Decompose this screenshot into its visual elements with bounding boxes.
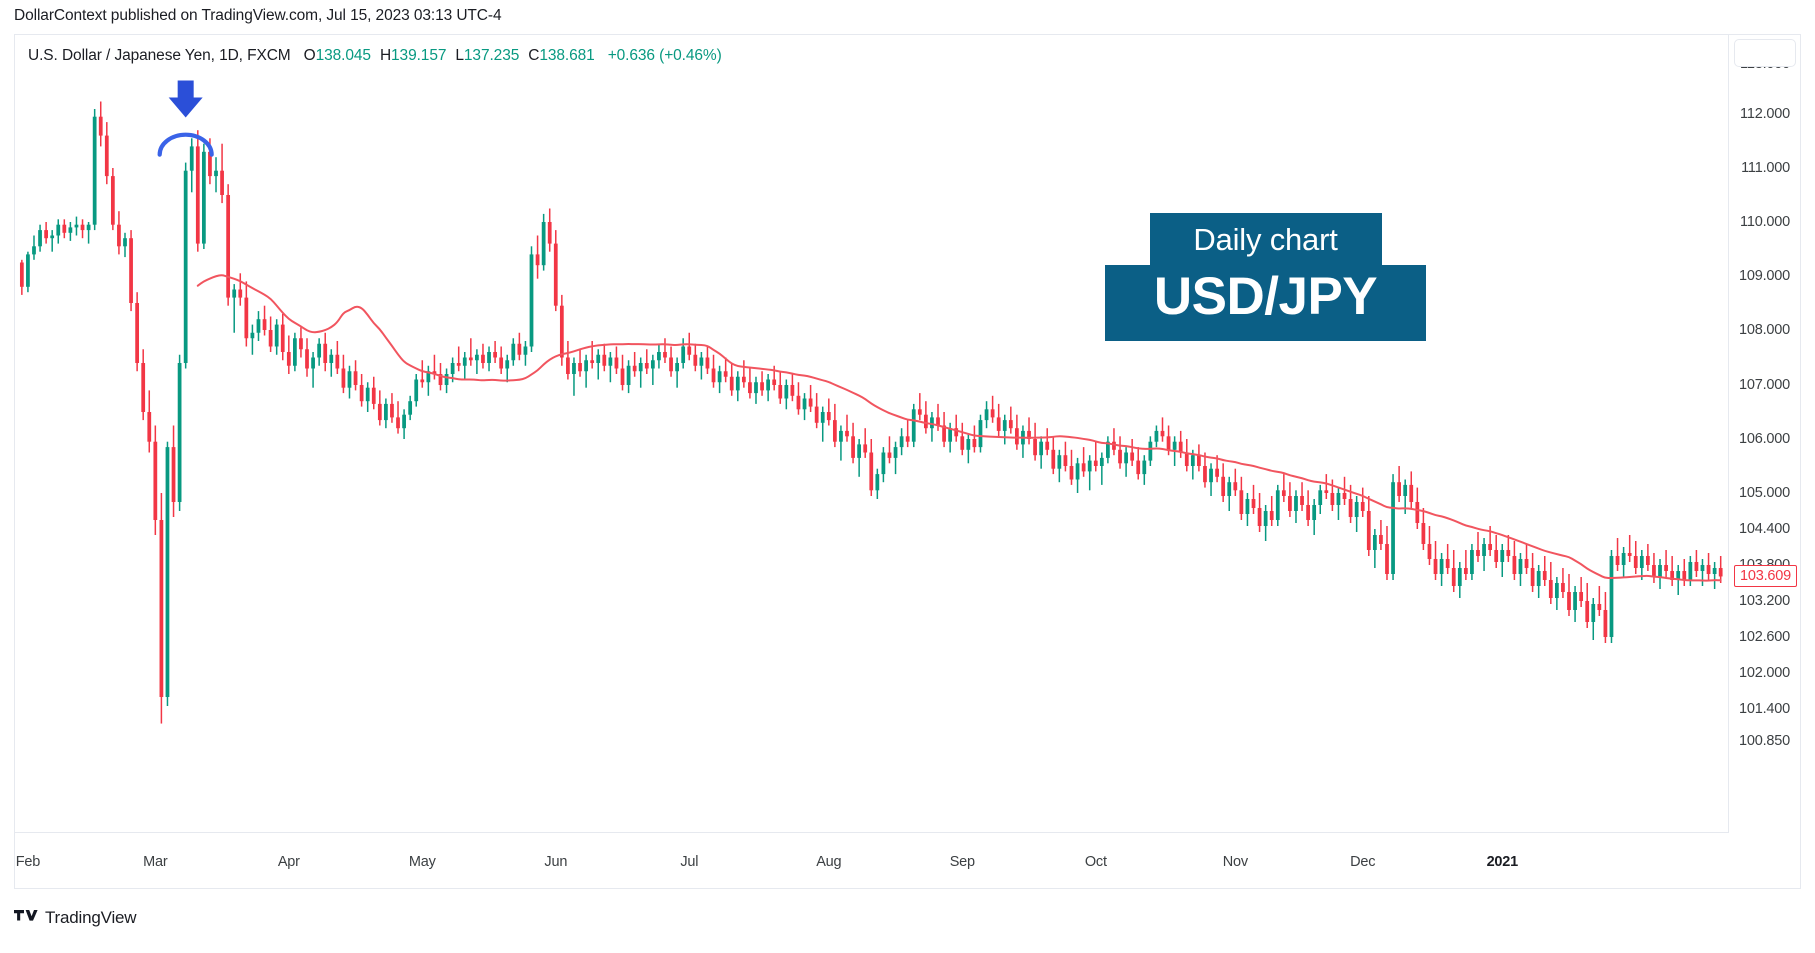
time-axis-tick: Dec bbox=[1350, 854, 1376, 870]
time-axis-tick: May bbox=[408, 854, 436, 870]
legend-close-key: C bbox=[528, 47, 540, 64]
price-axis-tick: 100.850 bbox=[1738, 733, 1790, 749]
legend-change: +0.636 (+0.46%) bbox=[607, 47, 722, 64]
price-axis-tick: 108.000 bbox=[1738, 322, 1790, 338]
price-axis-tick: 102.600 bbox=[1738, 629, 1790, 645]
publish-caption: DollarContext published on TradingView.c… bbox=[14, 7, 502, 24]
current-price-label[interactable]: 103.609 bbox=[1733, 565, 1797, 588]
price-axis-tick: 102.000 bbox=[1738, 665, 1790, 681]
time-axis-tick: Nov bbox=[1222, 854, 1248, 870]
legend-high-value: 139.157 bbox=[391, 47, 447, 64]
legend-low-key: L bbox=[455, 47, 464, 64]
legend-open-value: 138.045 bbox=[315, 47, 371, 64]
blue-arc-marker bbox=[157, 132, 214, 157]
legend-open-key: O bbox=[303, 47, 316, 64]
footer-branding: TradingView bbox=[14, 908, 137, 928]
price-axis-tick: 106.000 bbox=[1738, 431, 1790, 447]
legend-close-value: 138.681 bbox=[539, 47, 595, 64]
price-axis-tick: 105.000 bbox=[1738, 485, 1790, 501]
candle-series bbox=[19, 101, 1723, 724]
price-axis-tick: 101.400 bbox=[1738, 701, 1790, 717]
time-axis-tick: Feb bbox=[15, 854, 41, 870]
price-axis-tick: 110.000 bbox=[1740, 214, 1790, 230]
price-axis-tick: 111.000 bbox=[1741, 160, 1790, 176]
legend-symbol: U.S. Dollar / Japanese Yen, 1D, FXCM bbox=[28, 47, 291, 64]
moving-average-line bbox=[196, 274, 1722, 582]
price-scale-top-box[interactable] bbox=[1734, 39, 1796, 67]
time-axis-tick: Apr bbox=[277, 854, 300, 870]
time-axis-tick: 2021 bbox=[1486, 854, 1519, 870]
price-axis-tick: 104.400 bbox=[1738, 521, 1790, 537]
price-axis-tick: 112.000 bbox=[1740, 106, 1790, 122]
footer-brand-label: TradingView bbox=[45, 908, 137, 927]
price-scale[interactable]: 113.000112.000111.000110.000109.000108.0… bbox=[1728, 35, 1800, 832]
time-axis-tick: Oct bbox=[1084, 854, 1107, 870]
candlestick-plot bbox=[19, 80, 1723, 724]
tradingview-logo-icon bbox=[14, 910, 38, 921]
legend-low-value: 137.235 bbox=[463, 47, 520, 64]
price-axis-tick: 103.200 bbox=[1738, 593, 1790, 609]
callout-badge: Daily chart USD/JPY bbox=[1105, 213, 1426, 341]
time-axis-tick: Jul bbox=[680, 854, 699, 870]
price-axis-tick: 107.000 bbox=[1738, 377, 1790, 393]
blue-down-arrow bbox=[168, 80, 203, 118]
time-scale[interactable]: Feb Mar Apr May Jun Jul Aug Sep Oct Nov Dec 2021 bbox=[15, 832, 1729, 888]
plot-area[interactable] bbox=[15, 35, 1729, 832]
chart-frame: U.S. Dollar / Japanese Yen, 1D, FXCM O138… bbox=[14, 34, 1801, 889]
time-axis-tick: Aug bbox=[816, 854, 842, 870]
badge-line-1: Daily chart bbox=[1149, 213, 1382, 265]
chart-legend[interactable]: U.S. Dollar / Japanese Yen, 1D, FXCM O138… bbox=[28, 47, 722, 65]
legend-high-key: H bbox=[379, 47, 392, 64]
badge-line-2: USD/JPY bbox=[1105, 264, 1426, 341]
time-axis-tick: Mar bbox=[143, 854, 168, 870]
time-axis-tick: Sep bbox=[949, 854, 975, 870]
price-axis-tick: 109.000 bbox=[1738, 268, 1790, 284]
time-axis-tick: Jun bbox=[544, 854, 568, 870]
